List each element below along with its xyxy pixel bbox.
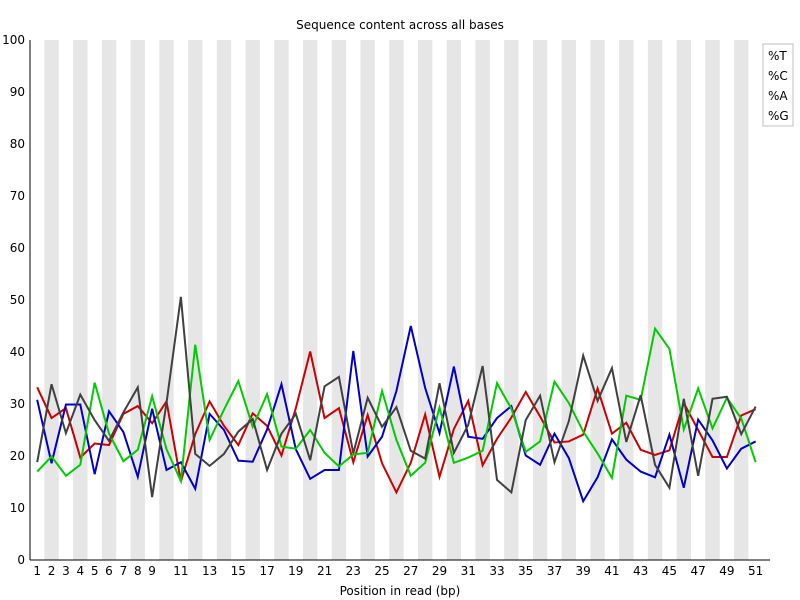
chart-title: Sequence content across all bases bbox=[296, 18, 504, 32]
band bbox=[130, 40, 145, 560]
x-tick-label: 21 bbox=[317, 564, 332, 578]
band bbox=[561, 40, 577, 560]
series-line-pct-c bbox=[36, 325, 757, 504]
band bbox=[73, 40, 88, 560]
x-tick-label: 15 bbox=[231, 564, 246, 578]
band bbox=[532, 40, 548, 560]
legend-entry: %G bbox=[768, 109, 789, 123]
band bbox=[159, 40, 174, 560]
series-line-pct-g bbox=[36, 296, 757, 498]
band bbox=[504, 40, 519, 560]
band bbox=[647, 40, 663, 560]
band bbox=[303, 40, 318, 560]
x-tick-label: 8 bbox=[134, 564, 142, 578]
axes bbox=[29, 40, 770, 561]
band bbox=[734, 40, 749, 560]
y-tick-label: 80 bbox=[10, 137, 25, 151]
x-tick-label: 37 bbox=[547, 564, 562, 578]
x-tick-label: 4 bbox=[76, 564, 84, 578]
y-tick-label: 0 bbox=[17, 553, 25, 567]
band bbox=[44, 40, 59, 560]
y-tick-labels: 0 10 20 30 40 50 60 70 80 90 100 bbox=[2, 33, 25, 567]
y-tick-label: 10 bbox=[10, 501, 25, 515]
y-tick-label: 20 bbox=[10, 449, 25, 463]
band bbox=[590, 40, 605, 560]
y-tick-label: 100 bbox=[2, 33, 25, 47]
x-tick-label: 39 bbox=[576, 564, 591, 578]
x-tick-label: 33 bbox=[489, 564, 504, 578]
band bbox=[188, 40, 203, 560]
x-tick-label: 19 bbox=[288, 564, 303, 578]
band bbox=[619, 40, 634, 560]
band bbox=[331, 40, 347, 560]
legend-entry: %T bbox=[768, 49, 787, 63]
x-tick-label: 29 bbox=[432, 564, 447, 578]
x-tick-label: 23 bbox=[346, 564, 361, 578]
x-tick-label: 25 bbox=[374, 564, 389, 578]
x-tick-label: 27 bbox=[403, 564, 418, 578]
x-tick-label: 11 bbox=[173, 564, 188, 578]
x-tick-label: 31 bbox=[461, 564, 476, 578]
x-tick-label: 35 bbox=[518, 564, 533, 578]
band bbox=[360, 40, 375, 560]
x-tick-label: 47 bbox=[691, 564, 706, 578]
x-axis-label: Position in read (bp) bbox=[340, 584, 461, 598]
x-tick-label: 45 bbox=[662, 564, 677, 578]
band bbox=[101, 40, 117, 560]
x-tick-label: 1 bbox=[33, 564, 41, 578]
band bbox=[417, 40, 433, 560]
band bbox=[216, 40, 232, 560]
x-tick-label: 5 bbox=[91, 564, 99, 578]
x-tick-label: 43 bbox=[633, 564, 648, 578]
y-tick-label: 90 bbox=[10, 85, 25, 99]
band bbox=[475, 40, 490, 560]
legend-entry: %A bbox=[768, 89, 788, 103]
y-tick-label: 30 bbox=[10, 397, 25, 411]
x-tick-label: 41 bbox=[604, 564, 619, 578]
series-line-pct-a bbox=[36, 326, 757, 485]
band bbox=[705, 40, 720, 560]
legend-entry: %C bbox=[768, 69, 788, 83]
y-tick-label: 40 bbox=[10, 345, 25, 359]
y-tick-label: 70 bbox=[10, 189, 25, 203]
band bbox=[245, 40, 260, 560]
x-tick-label: 9 bbox=[148, 564, 156, 578]
legend-box bbox=[762, 43, 794, 127]
x-tick-label: 49 bbox=[719, 564, 734, 578]
band bbox=[446, 40, 462, 560]
x-tick-label: 17 bbox=[259, 564, 274, 578]
x-tick-label: 51 bbox=[748, 564, 763, 578]
x-tick-label: 7 bbox=[120, 564, 128, 578]
x-tick-label: 2 bbox=[48, 564, 56, 578]
band bbox=[676, 40, 691, 560]
band bbox=[274, 40, 289, 560]
y-tick-label: 50 bbox=[10, 293, 25, 307]
y-tick-label: 60 bbox=[10, 241, 25, 255]
x-tick-label: 6 bbox=[105, 564, 113, 578]
series-lines bbox=[36, 296, 757, 504]
x-tick-label: 13 bbox=[202, 564, 217, 578]
x-tick-label: 3 bbox=[62, 564, 70, 578]
x-tick-labels: 1 2 3 4 5 6 7 8 9 11 13 15 17 19 21 23 25 27 29 31 33 35 37 39 4… bbox=[33, 564, 763, 578]
legend: %T %C %A %G bbox=[762, 43, 794, 127]
